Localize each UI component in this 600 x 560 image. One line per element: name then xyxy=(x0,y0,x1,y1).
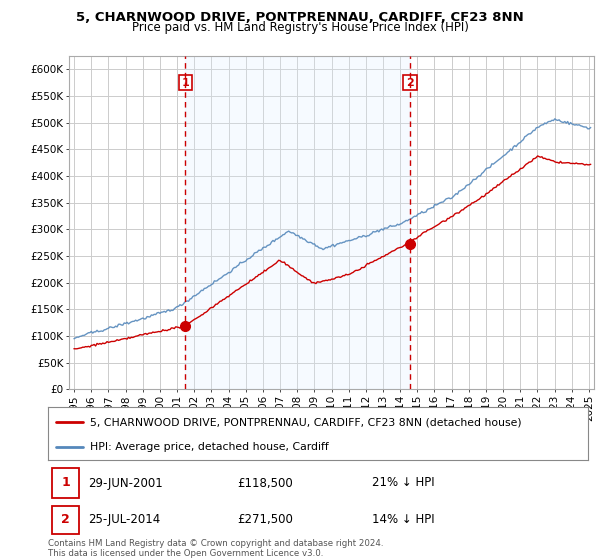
Text: 29-JUN-2001: 29-JUN-2001 xyxy=(89,477,163,489)
Text: 5, CHARNWOOD DRIVE, PONTPRENNAU, CARDIFF, CF23 8NN: 5, CHARNWOOD DRIVE, PONTPRENNAU, CARDIFF… xyxy=(76,11,524,24)
Text: Contains HM Land Registry data © Crown copyright and database right 2024.
This d: Contains HM Land Registry data © Crown c… xyxy=(48,539,383,558)
Text: Price paid vs. HM Land Registry's House Price Index (HPI): Price paid vs. HM Land Registry's House … xyxy=(131,21,469,34)
Text: 5, CHARNWOOD DRIVE, PONTPRENNAU, CARDIFF, CF23 8NN (detached house): 5, CHARNWOOD DRIVE, PONTPRENNAU, CARDIFF… xyxy=(90,417,522,427)
Text: 2: 2 xyxy=(406,78,414,88)
Text: 1: 1 xyxy=(61,477,70,489)
Text: £271,500: £271,500 xyxy=(237,513,293,526)
Text: HPI: Average price, detached house, Cardiff: HPI: Average price, detached house, Card… xyxy=(90,442,329,452)
Text: 25-JUL-2014: 25-JUL-2014 xyxy=(89,513,161,526)
Text: 1: 1 xyxy=(182,78,190,88)
Text: 2: 2 xyxy=(61,513,70,526)
FancyBboxPatch shape xyxy=(52,506,79,534)
Bar xyxy=(185,56,410,389)
Text: 14% ↓ HPI: 14% ↓ HPI xyxy=(372,513,434,526)
Text: 21% ↓ HPI: 21% ↓ HPI xyxy=(372,477,434,489)
Text: £118,500: £118,500 xyxy=(237,477,293,489)
FancyBboxPatch shape xyxy=(52,468,79,498)
